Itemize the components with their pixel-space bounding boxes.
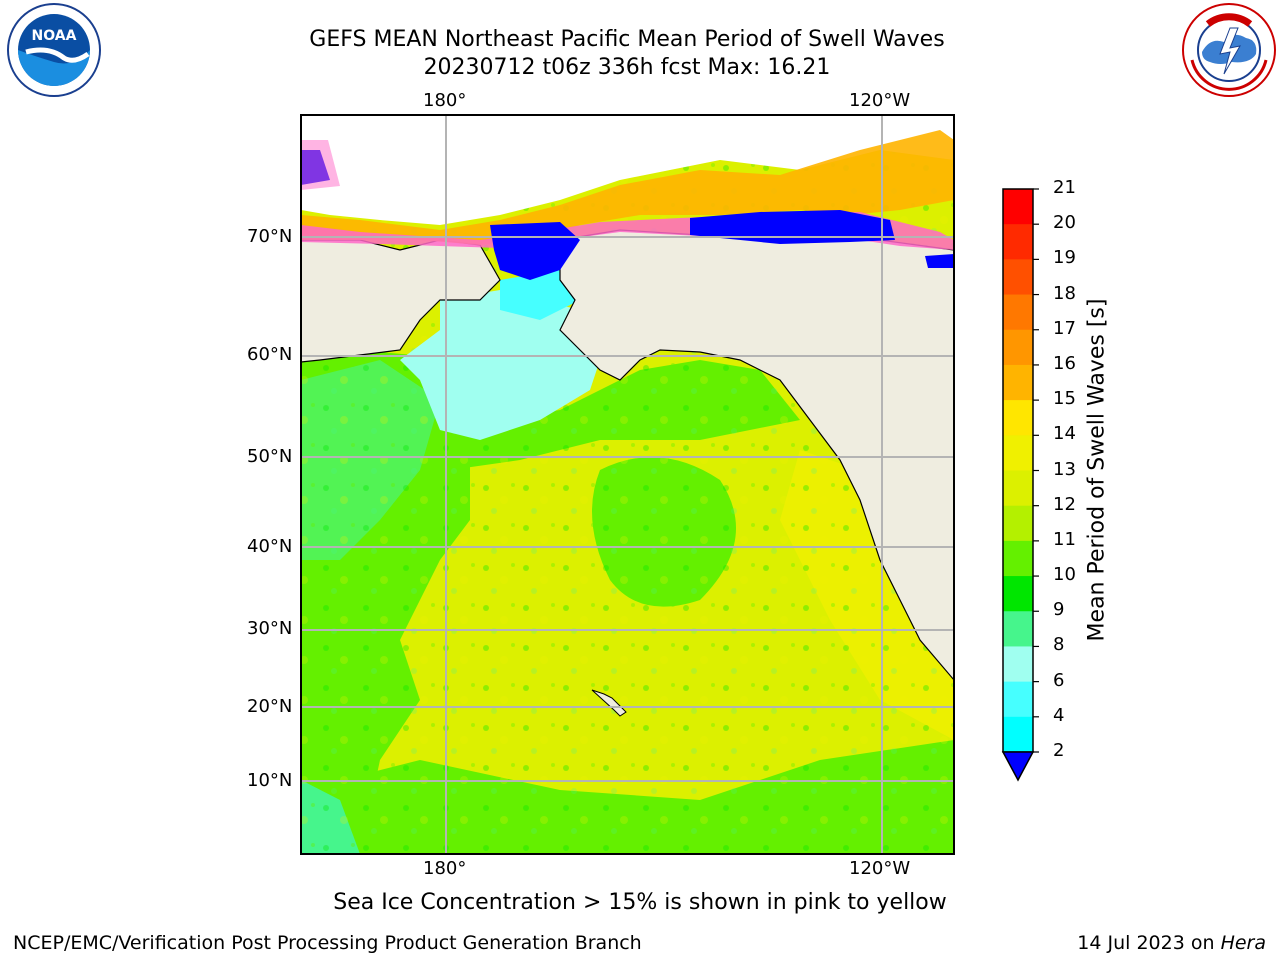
colorbar-tick-label: 9 — [1053, 599, 1065, 621]
lat-label-30n: 30°N — [247, 618, 293, 639]
lat-label-60n: 60°N — [247, 344, 293, 365]
colorbar-tick-label: 15 — [1053, 388, 1076, 410]
ice-blue-east — [925, 254, 954, 268]
colorbar-segment — [1003, 681, 1033, 718]
colorbar-tick-label: 16 — [1053, 352, 1076, 374]
colorbar-tick-label: 19 — [1053, 247, 1076, 269]
nws-logo — [1180, 2, 1278, 98]
chart-title: GEFS MEAN Northeast Pacific Mean Period … — [309, 27, 945, 52]
colorbar-segment — [1003, 329, 1033, 366]
chart-subtitle: 20230712 t06z 336h fcst Max: 16.21 — [423, 55, 831, 80]
lat-label-20n: 20°N — [247, 696, 293, 717]
graticule — [301, 115, 954, 854]
swell-region-cyan-bering — [400, 290, 600, 440]
lon-label-top-180: 180° — [423, 90, 467, 111]
lat-label-70n: 70°N — [247, 226, 293, 247]
colorbar-tick-label: 17 — [1053, 317, 1076, 339]
colorbar-segment — [1003, 294, 1033, 331]
arctic-white — [301, 115, 954, 225]
sea-ice-yellow — [301, 130, 954, 245]
colorbar-segment — [1003, 716, 1033, 753]
lat-label-10n: 10°N — [247, 770, 293, 791]
colorbar-segment — [1003, 435, 1033, 471]
footer-host: Hera — [1220, 932, 1266, 954]
footer-date: 14 Jul 2023 on Hera — [1077, 932, 1266, 954]
colorbar-segment — [1003, 611, 1033, 647]
ice-fringe-west — [301, 140, 340, 190]
colorbar-segment — [1003, 540, 1033, 577]
lat-label-40n: 40°N — [247, 536, 293, 557]
colorbar-tick-label: 21 — [1053, 177, 1076, 198]
colorbar-segment — [1003, 646, 1033, 683]
colorbar-label: Mean Period of Swell Waves [s] — [1084, 298, 1110, 642]
colorbar-segment — [1003, 259, 1033, 296]
noaa-logo: NOAA — [4, 2, 104, 98]
colorbar-segment — [1003, 189, 1033, 225]
colorbar-tick-label: 8 — [1053, 634, 1065, 656]
ice-blue-beaufort — [690, 210, 895, 244]
colorbar-tick-label: 20 — [1053, 212, 1076, 234]
colorbar-tick-label: 11 — [1053, 528, 1076, 550]
sea-ice-note: Sea Ice Concentration > 15% is shown in … — [333, 890, 947, 915]
colorbar-extend-triangle — [1001, 751, 1035, 782]
colorbar — [1003, 188, 1039, 753]
colorbar-segment — [1003, 224, 1033, 260]
colorbar-tick-label: 6 — [1053, 669, 1065, 691]
colorbar-tick-label: 10 — [1053, 564, 1076, 586]
colorbar-tick-label: 18 — [1053, 282, 1076, 304]
colorbar-segment — [1003, 576, 1033, 612]
colorbar-segment — [1003, 400, 1033, 436]
colorbar-segment — [1003, 364, 1033, 401]
colorbar-tick-label: 12 — [1053, 493, 1076, 515]
lon-label-bottom-180: 180° — [423, 858, 467, 879]
colorbar-tick-label: 2 — [1053, 740, 1065, 761]
colorbar-segment — [1003, 470, 1033, 507]
land-siberia — [301, 239, 501, 363]
lon-label-bottom-120w: 120°W — [849, 858, 911, 879]
lat-label-50n: 50°N — [247, 446, 293, 467]
map-area — [301, 115, 954, 854]
colorbar-segment — [1003, 505, 1033, 542]
lon-label-top-120w: 120°W — [849, 90, 911, 111]
colorbar-tick-label: 14 — [1053, 423, 1076, 445]
footer-date-text: 14 Jul 2023 on — [1077, 932, 1221, 954]
map-frame — [300, 114, 955, 855]
swell-region-cyan-strait — [500, 270, 580, 320]
footer-credit: NCEP/EMC/Verification Post Processing Pr… — [13, 932, 642, 954]
colorbar-tick-label: 13 — [1053, 458, 1076, 480]
noaa-logo-text: NOAA — [32, 28, 77, 44]
colorbar-tick-label: 4 — [1053, 704, 1065, 726]
